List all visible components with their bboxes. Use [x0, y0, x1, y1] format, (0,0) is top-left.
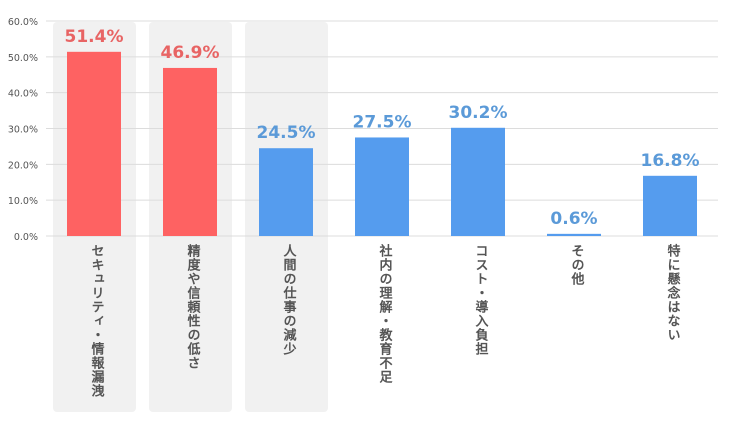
bar	[355, 137, 409, 236]
y-tick-label: 10.0%	[8, 196, 38, 207]
y-tick-label: 0.0%	[14, 232, 38, 243]
x-category-label: 精度や信頼性の低さ	[184, 244, 200, 370]
y-tick-label: 40.0%	[8, 89, 38, 100]
data-label: 27.5%	[353, 112, 412, 132]
data-label: 0.6%	[550, 209, 597, 229]
bar	[67, 51, 121, 236]
data-label: 30.2%	[449, 103, 508, 123]
y-tick-label: 30.0%	[8, 125, 38, 136]
x-category-label: セキュリティ・情報漏洩	[88, 244, 104, 398]
x-category-label: その他	[568, 244, 584, 286]
data-label: 16.8%	[641, 151, 700, 171]
data-label: 46.9%	[161, 43, 220, 63]
data-label: 24.5%	[257, 123, 316, 143]
y-tick-label: 60.0%	[8, 17, 38, 28]
x-category-label: コスト・導入負担	[472, 244, 488, 356]
x-category-label: 社内の理解・教育不足	[376, 244, 392, 384]
data-label: 51.4%	[65, 27, 124, 47]
bar	[547, 233, 601, 236]
y-tick-label: 50.0%	[8, 53, 38, 64]
bar	[163, 67, 217, 236]
x-category-label: 特に懸念はない	[664, 244, 680, 342]
bar	[643, 175, 697, 236]
y-tick-label: 20.0%	[8, 160, 38, 171]
bar	[451, 127, 505, 236]
bar	[259, 148, 313, 236]
x-category-label: 人間の仕事の減少	[280, 244, 296, 356]
